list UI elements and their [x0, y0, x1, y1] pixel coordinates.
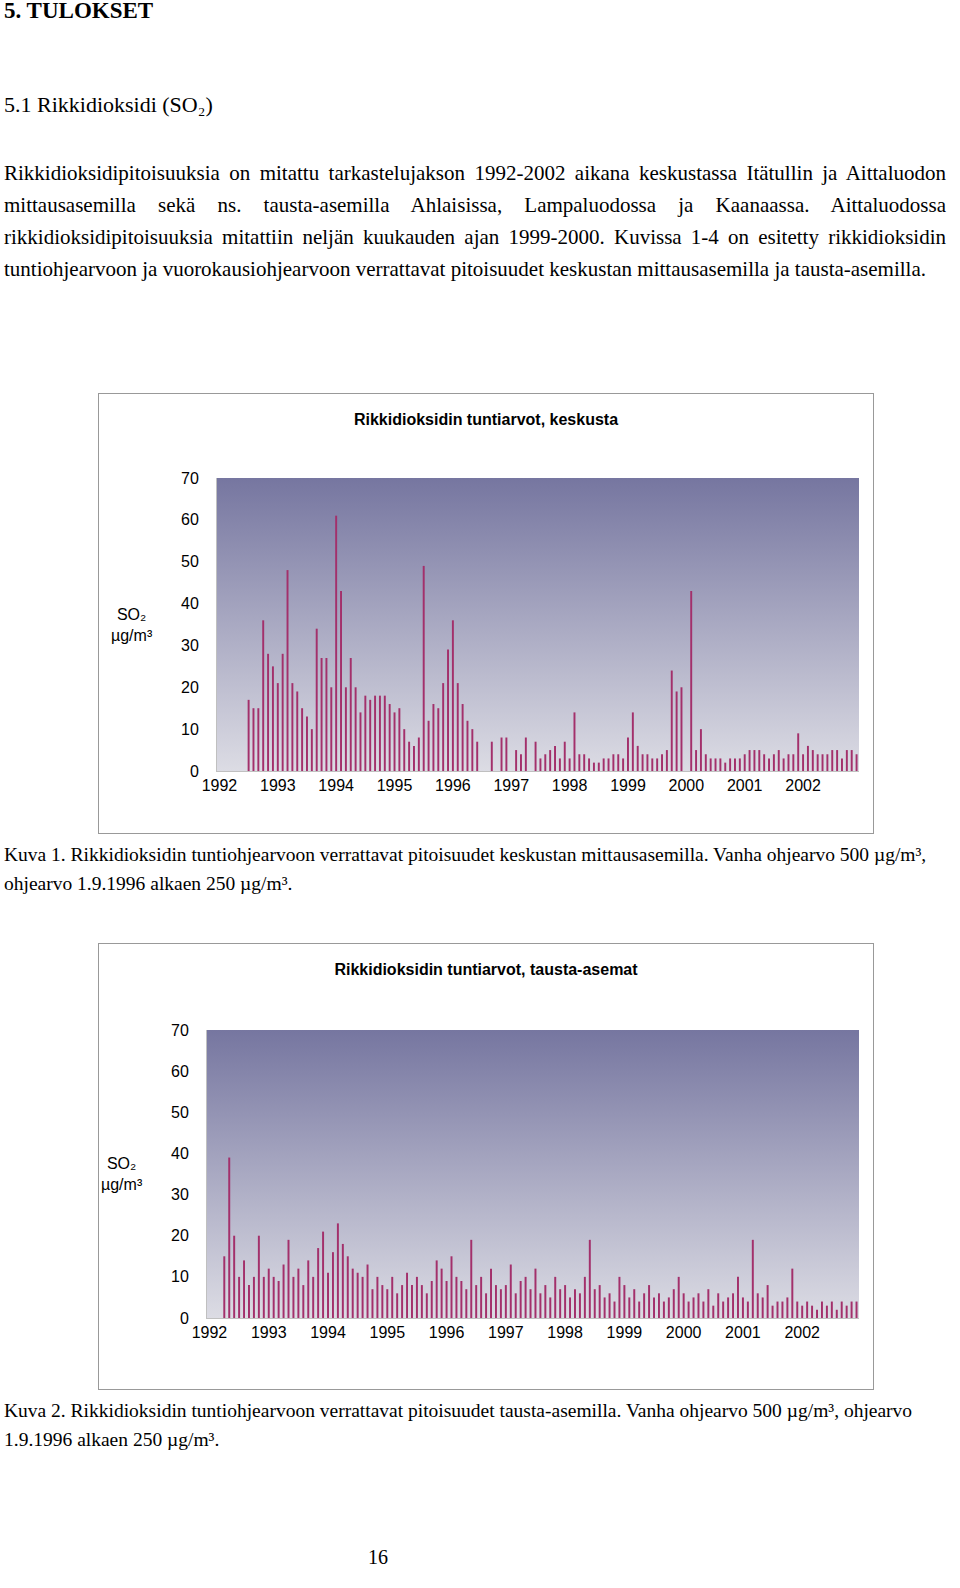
- svg-text:20: 20: [171, 1227, 189, 1244]
- svg-text:1992: 1992: [202, 777, 238, 794]
- svg-text:2000: 2000: [669, 777, 705, 794]
- svg-text:1998: 1998: [552, 777, 588, 794]
- svg-text:1997: 1997: [488, 1324, 524, 1341]
- svg-text:2002: 2002: [784, 1324, 820, 1341]
- svg-text:2001: 2001: [725, 1324, 761, 1341]
- svg-text:70: 70: [181, 470, 199, 487]
- svg-text:30: 30: [181, 637, 199, 654]
- svg-text:1992: 1992: [192, 1324, 228, 1341]
- svg-text:1998: 1998: [547, 1324, 583, 1341]
- svg-text:1993: 1993: [260, 777, 296, 794]
- html-text:Rikkidioksidipitoisuuksia on m: Rikkidioksidipitoisuuksia on mitattu tar…: [4, 161, 946, 281]
- svg-text:1994: 1994: [318, 777, 354, 794]
- svg-text:60: 60: [171, 1063, 189, 1080]
- html-text:16: 16: [368, 1546, 388, 1568]
- svg-text:0: 0: [180, 1310, 189, 1327]
- svg-text:2002: 2002: [785, 777, 821, 794]
- svg-text:1995: 1995: [377, 777, 413, 794]
- svg-text:1999: 1999: [607, 1324, 643, 1341]
- svg-text:10: 10: [171, 1268, 189, 1285]
- svg-text:10: 10: [181, 721, 199, 738]
- svg-text:Rikkidioksidin tuntiarvot, tau: Rikkidioksidin tuntiarvot, tausta-asemat: [334, 961, 638, 978]
- svg-text:1994: 1994: [310, 1324, 346, 1341]
- svg-text:60: 60: [181, 511, 199, 528]
- svg-text:40: 40: [171, 1145, 189, 1162]
- svg-text:40: 40: [181, 595, 199, 612]
- svg-text:20: 20: [181, 679, 199, 696]
- svg-text:70: 70: [171, 1022, 189, 1039]
- svg-text:1999: 1999: [610, 777, 646, 794]
- svg-text:1993: 1993: [251, 1324, 287, 1341]
- svg-text:1996: 1996: [435, 777, 471, 794]
- html-text:5.1 Rikkidioksidi (SO₂): 5.1 Rikkidioksidi (SO₂): [4, 92, 213, 117]
- svg-text:Rikkidioksidin tuntiarvot, kes: Rikkidioksidin tuntiarvot, keskusta: [354, 411, 618, 428]
- svg-text:0: 0: [190, 763, 199, 780]
- svg-text:50: 50: [171, 1104, 189, 1121]
- html-text:Kuva 2. Rikkidioksidin tuntioh: Kuva 2. Rikkidioksidin tuntiohjearvoon v…: [4, 1400, 913, 1450]
- svg-text:1996: 1996: [429, 1324, 465, 1341]
- svg-text:30: 30: [171, 1186, 189, 1203]
- html-text:Kuva 1. Rikkidioksidin tuntioh: Kuva 1. Rikkidioksidin tuntiohjearvoon v…: [4, 844, 927, 894]
- svg-text:1997: 1997: [493, 777, 529, 794]
- svg-text:SO₂µg/m³: SO₂µg/m³: [111, 606, 153, 644]
- svg-text:50: 50: [181, 553, 199, 570]
- svg-text:1995: 1995: [369, 1324, 405, 1341]
- svg-text:SO₂µg/m³: SO₂µg/m³: [101, 1155, 143, 1193]
- svg-text:2000: 2000: [666, 1324, 702, 1341]
- svg-text:2001: 2001: [727, 777, 763, 794]
